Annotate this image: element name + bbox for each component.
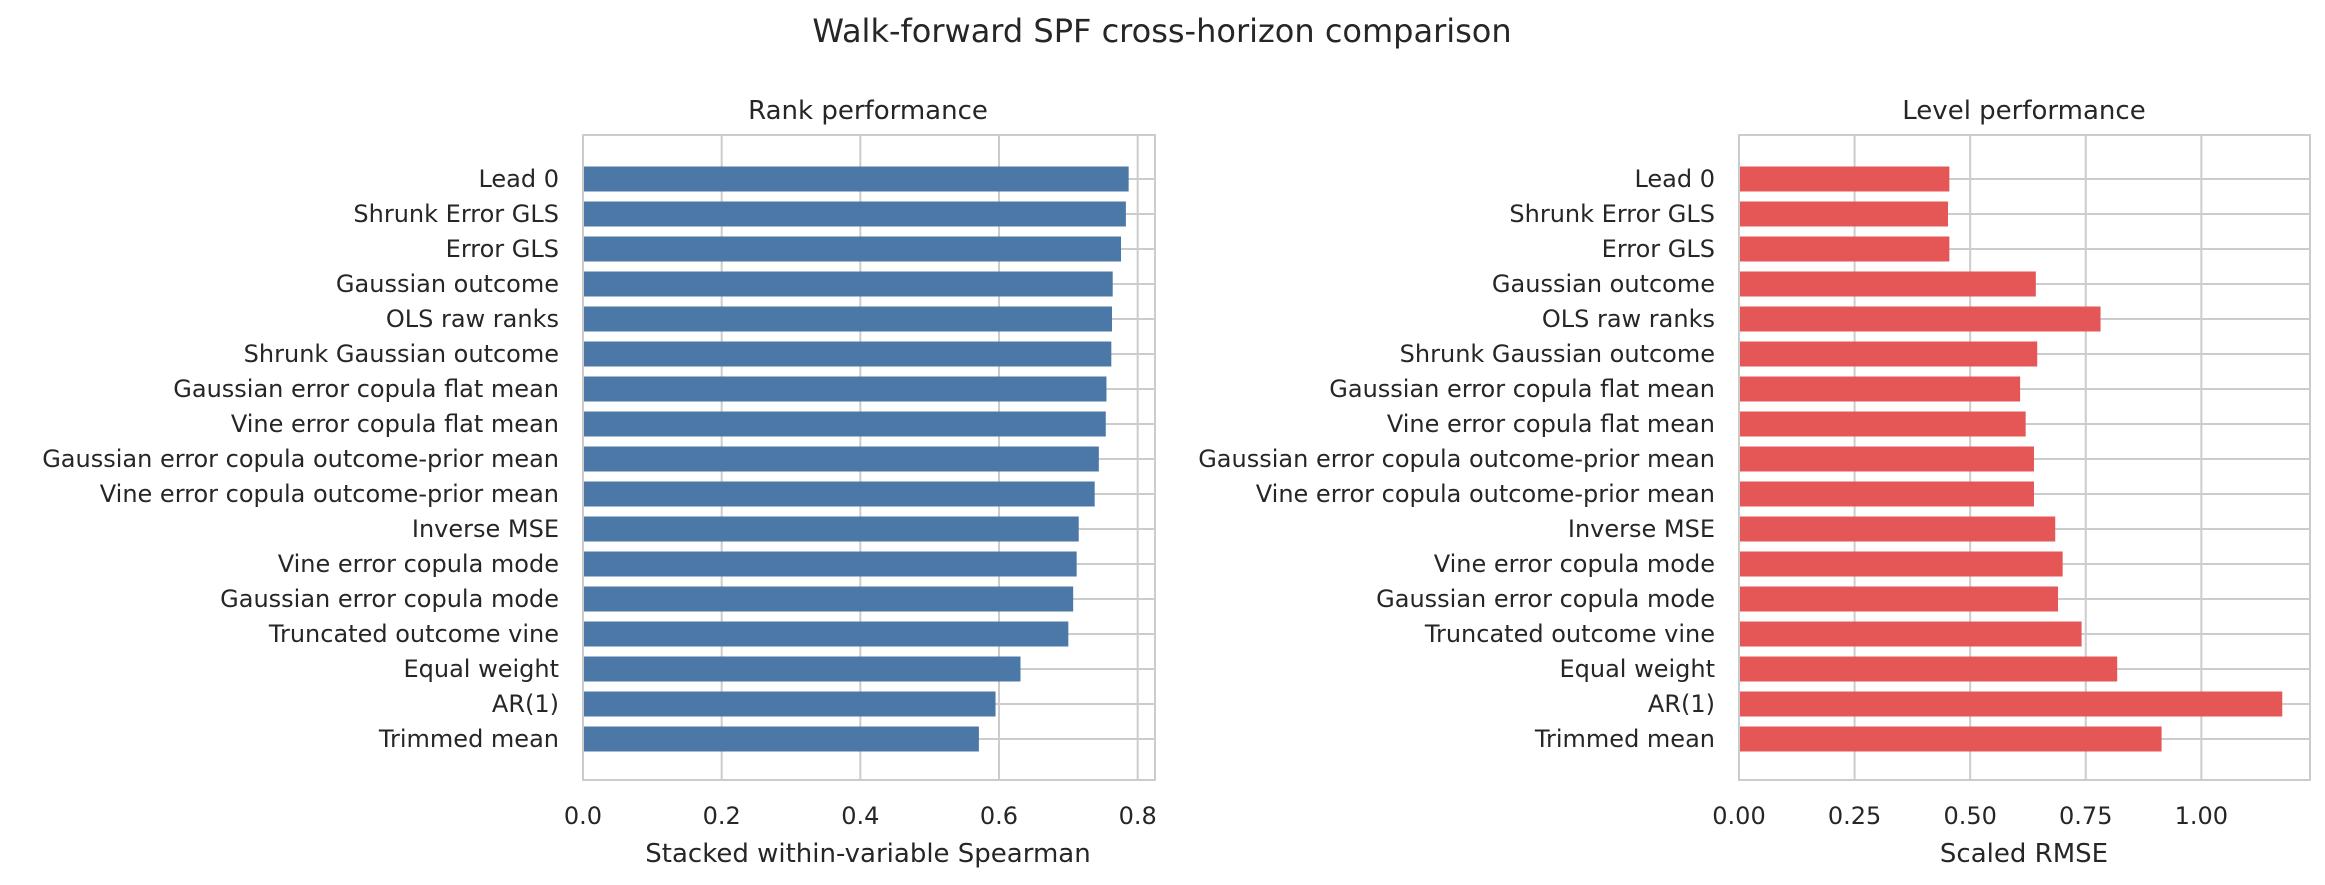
rank-category-label: Gaussian error copula outcome-prior mean xyxy=(42,445,559,473)
level-bar xyxy=(1739,376,2021,402)
level-category-label: Trimmed mean xyxy=(1534,725,1715,753)
level-bar xyxy=(1739,341,2038,367)
rank-category-label: Inverse MSE xyxy=(412,515,559,543)
rank-category-label: Gaussian outcome xyxy=(336,270,559,298)
level-bar xyxy=(1739,201,1948,227)
rank-category-label: Vine error copula flat mean xyxy=(231,410,559,438)
level-category-label: Shrunk Gaussian outcome xyxy=(1400,340,1715,368)
level-bar xyxy=(1739,446,2034,472)
level-x-tick-label: 0.25 xyxy=(1828,802,1881,830)
level-category-label: Gaussian error copula outcome-prior mean xyxy=(1198,445,1715,473)
level-x-tick-label: 0.50 xyxy=(1943,802,1996,830)
rank-category-label: Truncated outcome vine xyxy=(268,620,559,648)
level-category-label: Vine error copula flat mean xyxy=(1387,410,1715,438)
level-category-label: Error GLS xyxy=(1602,235,1715,263)
level-category-label: AR(1) xyxy=(1648,690,1715,718)
rank-category-label: Trimmed mean xyxy=(378,725,559,753)
rank-category-label: Lead 0 xyxy=(478,165,559,193)
rank-category-label: OLS raw ranks xyxy=(386,305,559,333)
rank-axes-frame xyxy=(582,134,1156,781)
rank-bar xyxy=(583,691,996,717)
rank-panel-xlabel: Stacked within-variable Spearman xyxy=(645,839,1090,869)
rank-category-label: AR(1) xyxy=(492,690,559,718)
level-category-label: Lead 0 xyxy=(1634,165,1715,193)
level-x-tick-label: 0.75 xyxy=(2059,802,2112,830)
level-performance-panel: Level performance Scaled RMSE Lead 0 Shru… xyxy=(1198,96,2311,869)
level-bar xyxy=(1739,166,1950,192)
level-bar xyxy=(1739,691,2283,717)
level-bar xyxy=(1739,271,2036,297)
rank-bar xyxy=(583,376,1107,402)
rank-x-tick-label: 0.8 xyxy=(1119,802,1157,830)
level-bar xyxy=(1739,516,2056,542)
level-category-label: Gaussian error copula flat mean xyxy=(1329,375,1715,403)
rank-bar xyxy=(583,306,1113,332)
level-bar xyxy=(1739,551,2063,577)
rank-x-tick-label: 0.2 xyxy=(703,802,741,830)
rank-bar xyxy=(583,551,1077,577)
rank-category-label: Shrunk Gaussian outcome xyxy=(244,340,559,368)
rank-bar xyxy=(583,236,1122,262)
rank-category-label: Shrunk Error GLS xyxy=(353,200,559,228)
rank-bar xyxy=(583,656,1021,682)
rank-category-label: Equal weight xyxy=(403,655,559,683)
rank-bar xyxy=(583,201,1126,227)
level-axes-frame xyxy=(1738,134,2311,781)
level-panel-title: Level performance xyxy=(1902,96,2145,126)
level-category-label: Gaussian error copula mode xyxy=(1376,585,1715,613)
level-category-label: Vine error copula outcome-prior mean xyxy=(1256,480,1715,508)
figure-title: Walk-forward SPF cross-horizon compariso… xyxy=(812,12,1511,50)
level-x-tick-label: 1.00 xyxy=(2175,802,2228,830)
level-bar xyxy=(1739,411,2026,437)
rank-x-tick-label: 0.6 xyxy=(980,802,1018,830)
level-bar xyxy=(1739,726,2162,752)
level-bar xyxy=(1739,621,2082,647)
rank-bar xyxy=(583,166,1129,192)
rank-bar xyxy=(583,271,1113,297)
rank-bar xyxy=(583,481,1095,507)
rank-category-label: Gaussian error copula mode xyxy=(220,585,559,613)
level-category-label: OLS raw ranks xyxy=(1542,305,1715,333)
rank-category-label: Vine error copula mode xyxy=(278,550,559,578)
level-bar xyxy=(1739,306,2101,332)
level-category-label: Truncated outcome vine xyxy=(1424,620,1715,648)
level-bar xyxy=(1739,656,2118,682)
level-x-tick-label: 0.00 xyxy=(1712,802,1765,830)
rank-performance-panel: Rank performance Stacked within-variable… xyxy=(42,96,1157,869)
rank-x-tick-label: 0.4 xyxy=(841,802,879,830)
rank-x-tick-label: 0.0 xyxy=(564,802,602,830)
level-category-label: Inverse MSE xyxy=(1568,515,1715,543)
level-category-label: Shrunk Error GLS xyxy=(1509,200,1715,228)
rank-bar xyxy=(583,621,1069,647)
rank-bar xyxy=(583,446,1099,472)
level-category-label: Gaussian outcome xyxy=(1492,270,1715,298)
rank-bar xyxy=(583,341,1112,367)
rank-panel-title: Rank performance xyxy=(748,96,988,126)
level-bar xyxy=(1739,236,1950,262)
rank-bar xyxy=(583,516,1079,542)
rank-category-label: Gaussian error copula flat mean xyxy=(173,375,559,403)
rank-category-label: Error GLS xyxy=(446,235,559,263)
rank-bar xyxy=(583,411,1106,437)
level-panel-xlabel: Scaled RMSE xyxy=(1940,839,2108,869)
rank-category-label: Vine error copula outcome-prior mean xyxy=(100,480,559,508)
level-category-label: Equal weight xyxy=(1559,655,1715,683)
level-category-label: Vine error copula mode xyxy=(1434,550,1715,578)
rank-bar xyxy=(583,726,979,752)
level-bar xyxy=(1739,586,2059,612)
rank-bar xyxy=(583,586,1074,612)
level-bar xyxy=(1739,481,2034,507)
